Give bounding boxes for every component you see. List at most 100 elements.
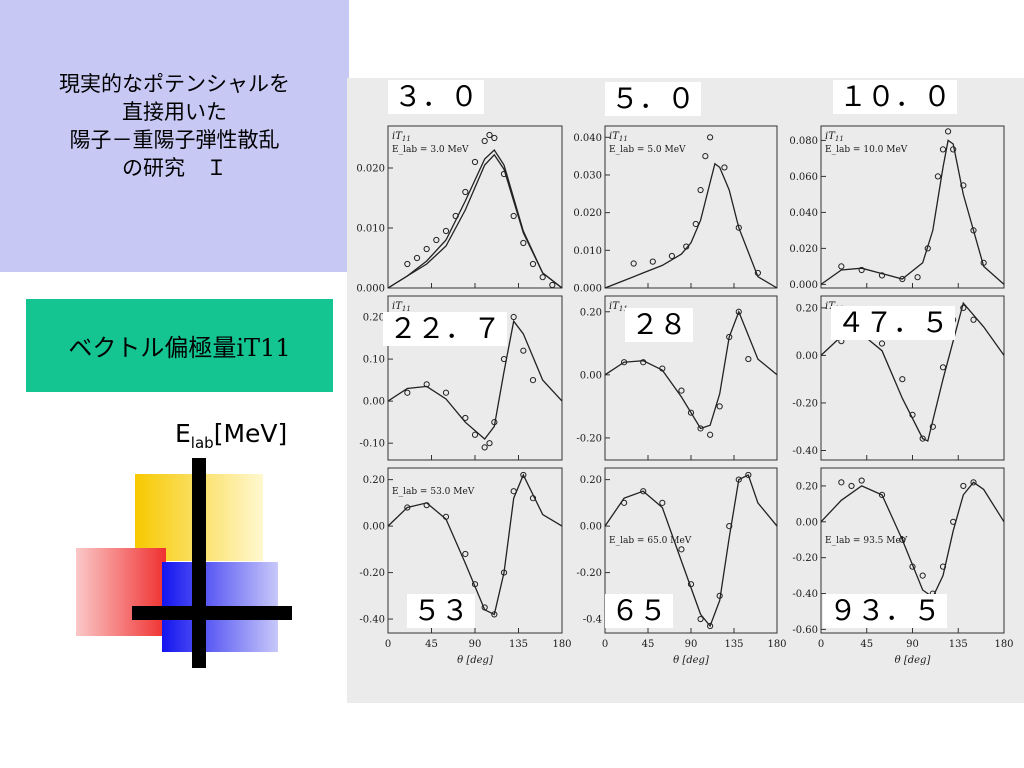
data-point <box>697 615 704 623</box>
x-tick-label: 90 <box>469 639 482 650</box>
theory-curve <box>387 148 563 289</box>
energy-panel-label: ２８ <box>625 308 694 342</box>
energy-panel-label: ３．０ <box>388 80 485 114</box>
data-point <box>939 563 947 570</box>
ylabel-text: iT11 <box>392 131 411 143</box>
energy-inset-label: E_lab = 53.0 MeV <box>392 487 475 497</box>
data-point <box>659 365 666 372</box>
data-point <box>471 431 479 438</box>
data-point <box>659 499 666 506</box>
y-tick-label: 0.000 <box>356 284 385 295</box>
figure-scan: 0.020 0.010 0.000 iT11 E_lab = 3.0 MeV 0.040 0… <box>347 78 1024 703</box>
energy-panel-label: ２２．７ <box>383 312 508 346</box>
title-box: 現実的なポテンシャルを 直接用いた 陽子－重陽子弾性散乱 の研究 Ｉ <box>0 0 349 272</box>
data-point <box>630 260 637 267</box>
data-point <box>919 435 926 442</box>
data-point <box>678 387 685 394</box>
data-point <box>944 128 952 135</box>
x-tick-label: 135 <box>724 639 743 650</box>
data-point <box>491 611 498 618</box>
data-point <box>640 359 647 366</box>
data-point <box>707 622 714 630</box>
energy-symbol: E <box>175 419 191 448</box>
data-point <box>858 477 865 484</box>
energy-inset-label: E_lab = 10.0 MeV <box>825 145 908 155</box>
title-line: 直接用いた <box>122 100 227 124</box>
y-tick-label: 0.010 <box>356 224 385 235</box>
x-tick-label: 45 <box>860 639 873 650</box>
data-point <box>934 173 942 180</box>
data-point <box>683 243 690 250</box>
y-tick-label: 0.020 <box>356 164 385 175</box>
theory-curve <box>820 139 1005 285</box>
y-tick-label: -0.40 <box>792 446 818 457</box>
data-point <box>707 431 714 438</box>
data-point <box>442 389 450 396</box>
data-point <box>486 440 493 447</box>
data-point <box>970 479 977 486</box>
data-point <box>716 403 723 410</box>
y-tick-label: 0.00 <box>363 522 385 533</box>
y-tick-label: -0.10 <box>359 439 385 450</box>
data-point <box>481 444 488 451</box>
data-point <box>919 572 926 579</box>
y-tick-label: 0.040 <box>573 133 602 144</box>
data-point <box>520 471 527 479</box>
x-axis-label: θ [deg] <box>457 655 493 666</box>
energy-panel-label: ４７．５ <box>831 306 956 340</box>
data-point <box>721 164 728 171</box>
y-tick-label: 0.20 <box>580 307 602 318</box>
data-point <box>702 153 709 160</box>
data-point <box>735 224 742 231</box>
data-point <box>914 274 921 281</box>
data-point <box>950 518 957 525</box>
data-point <box>909 411 916 418</box>
data-point <box>909 563 916 570</box>
y-tick-label: 0.060 <box>789 172 818 183</box>
y-tick-label: 0.20 <box>796 303 818 314</box>
y-tick-label: 0.10 <box>363 355 385 366</box>
data-point <box>726 333 733 341</box>
data-point <box>950 146 957 153</box>
data-point <box>510 212 517 220</box>
data-point <box>413 254 421 262</box>
y-tick-label: 0.20 <box>363 475 385 486</box>
data-point <box>960 182 967 189</box>
data-point <box>500 569 508 576</box>
data-point <box>692 220 699 228</box>
y-tick-label: 0.00 <box>580 370 602 381</box>
ylabel-text: iT11 <box>609 131 628 143</box>
x-axis-label: θ [deg] <box>895 655 931 666</box>
data-point <box>404 504 411 511</box>
energy-inset-label: E_lab = 3.0 MeV <box>392 145 469 155</box>
x-tick-label: 0 <box>818 639 824 650</box>
data-point <box>481 137 488 145</box>
x-tick-label: 135 <box>509 639 528 650</box>
data-point <box>980 259 987 266</box>
data-point <box>726 522 733 530</box>
data-point <box>716 592 723 599</box>
data-point <box>878 340 886 347</box>
data-point <box>621 499 628 506</box>
y-tick-label: -0.60 <box>792 625 818 636</box>
data-point <box>668 252 675 260</box>
red-square <box>76 548 166 636</box>
data-point <box>491 134 498 142</box>
ylabel-text: iT11 <box>825 131 844 143</box>
x-tick-label: 45 <box>642 639 655 650</box>
data-point <box>939 364 947 371</box>
data-point <box>621 359 628 366</box>
data-point <box>404 260 411 268</box>
y-tick-label: -0.4 <box>583 615 602 626</box>
decorative-squares-graphic <box>76 458 292 668</box>
y-tick-label: 0.030 <box>573 170 602 181</box>
y-tick-label: -0.40 <box>359 615 385 626</box>
y-tick-label: 0.00 <box>363 397 385 408</box>
data-point <box>462 414 469 422</box>
data-point <box>510 488 517 495</box>
data-point <box>858 266 865 274</box>
x-tick-label: 0 <box>602 639 608 650</box>
data-point <box>754 269 761 277</box>
energy-axis-label: Elab[MeV] <box>175 419 287 452</box>
data-point <box>960 482 967 490</box>
